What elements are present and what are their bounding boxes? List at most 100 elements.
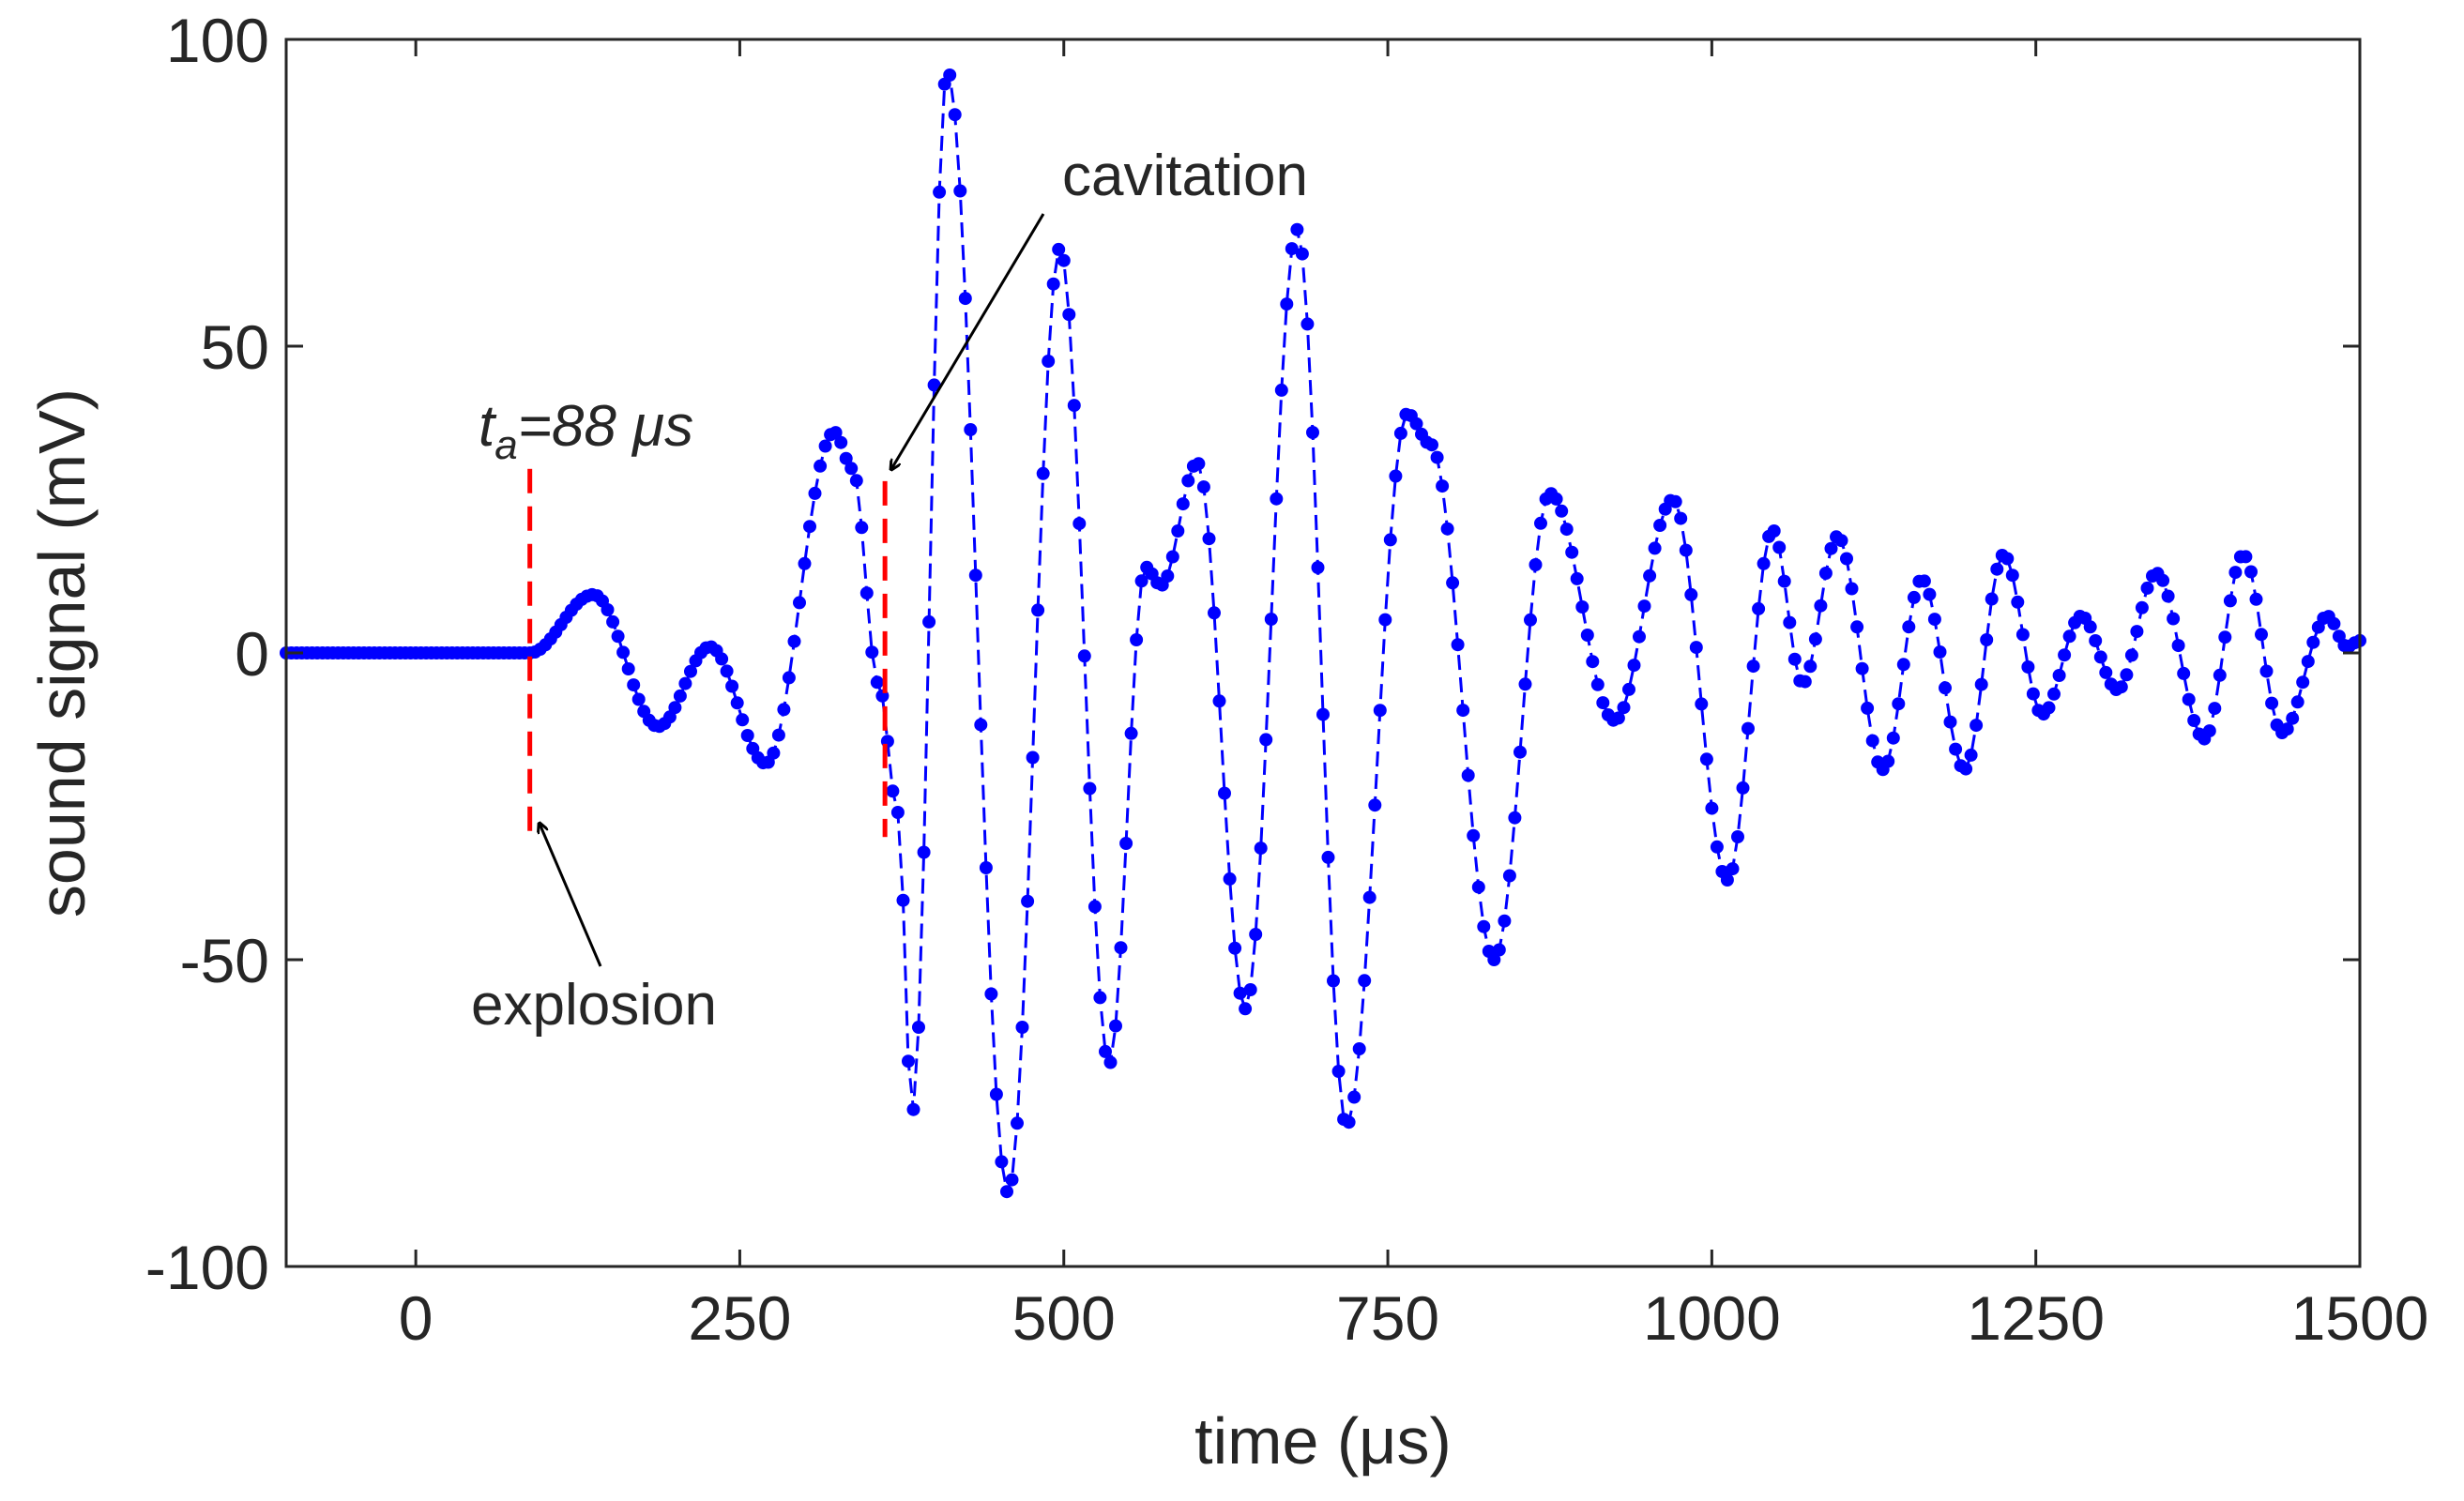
signal-point bbox=[1103, 1055, 1118, 1069]
signal-point bbox=[771, 728, 785, 742]
signal-point bbox=[2202, 724, 2216, 738]
signal-point bbox=[1555, 504, 1569, 518]
signal-point bbox=[1099, 1044, 1112, 1058]
signal-point bbox=[1327, 974, 1340, 988]
signal-point bbox=[2089, 634, 2103, 647]
signal-point bbox=[2171, 639, 2185, 653]
signal-point bbox=[1300, 317, 1315, 331]
signal-point bbox=[1259, 733, 1273, 747]
signal-point bbox=[1834, 534, 1848, 548]
signal-point bbox=[2099, 665, 2113, 679]
ta-annotation-label: ta=88 μs bbox=[479, 394, 693, 468]
signal-point bbox=[1358, 974, 1372, 988]
signal-point bbox=[912, 1021, 925, 1034]
signal-point bbox=[1477, 919, 1491, 933]
signal-point bbox=[2114, 680, 2128, 694]
signal-point bbox=[1124, 726, 1138, 740]
signal-point bbox=[684, 664, 697, 678]
x-tick-label: 1500 bbox=[2291, 1283, 2429, 1353]
signal-point bbox=[730, 696, 744, 710]
signal-point bbox=[715, 652, 729, 666]
signal-point bbox=[2177, 666, 2191, 680]
signal-point bbox=[1684, 587, 1698, 601]
signal-point bbox=[1290, 222, 1304, 236]
signal-point bbox=[1218, 786, 1231, 800]
ta-label-prefix: t bbox=[479, 394, 497, 459]
signal-point bbox=[1015, 1021, 1029, 1034]
signal-point bbox=[1861, 701, 1875, 715]
signal-point bbox=[1285, 242, 1299, 256]
x-tick-label: 500 bbox=[1012, 1283, 1116, 1353]
explosion-label: explosion bbox=[471, 973, 717, 1038]
signal-point bbox=[1772, 540, 1787, 554]
signal-point bbox=[611, 629, 625, 644]
signal-point bbox=[2208, 702, 2222, 716]
signal-point bbox=[948, 108, 962, 122]
signal-point bbox=[2286, 711, 2300, 725]
signal-point bbox=[1565, 545, 1579, 559]
signal-point bbox=[1021, 894, 1035, 908]
signal-point bbox=[1161, 569, 1175, 583]
signal-point bbox=[958, 292, 972, 306]
signal-point bbox=[1083, 781, 1097, 796]
signal-point bbox=[1818, 567, 1833, 580]
signal-point bbox=[1637, 599, 1651, 614]
signal-point bbox=[2124, 648, 2138, 662]
signal-point bbox=[2156, 573, 2170, 587]
signal-point bbox=[1508, 811, 1522, 825]
signal-point bbox=[1518, 677, 1532, 691]
signal-point bbox=[2062, 629, 2076, 644]
signal-point bbox=[1134, 574, 1148, 588]
signal-point bbox=[2135, 600, 2149, 614]
signal-point bbox=[1456, 704, 1470, 718]
signal-point bbox=[906, 1102, 920, 1116]
signal-point bbox=[989, 1087, 1003, 1101]
plot-background bbox=[286, 39, 2360, 1266]
x-tick-label: 750 bbox=[1336, 1283, 1439, 1353]
signal-point bbox=[616, 645, 631, 660]
signal-point bbox=[1777, 574, 1791, 588]
signal-point bbox=[1845, 582, 1859, 596]
tick-labels-layer: 0 250 500 750 1000 1250 1500 -100 -50 0 50 100 bbox=[145, 6, 2429, 1353]
signal-point bbox=[1192, 457, 1206, 471]
ta-label-suffix: =88 μs bbox=[518, 394, 693, 459]
signal-point bbox=[1067, 399, 1081, 413]
signal-point bbox=[1840, 552, 1853, 566]
signal-point bbox=[1233, 986, 1247, 1000]
signal-point bbox=[1202, 532, 1216, 546]
signal-point bbox=[2223, 594, 2237, 608]
signal-point bbox=[1590, 677, 1605, 691]
signal-point bbox=[984, 987, 998, 1001]
signal-point bbox=[1643, 569, 1657, 583]
signal-point bbox=[2327, 616, 2341, 630]
signal-point bbox=[1378, 613, 1392, 627]
signal-point bbox=[668, 701, 682, 715]
signal-point bbox=[1077, 649, 1091, 663]
signal-point bbox=[1990, 562, 2004, 576]
signal-point bbox=[621, 662, 635, 675]
signal-point bbox=[1440, 522, 1454, 536]
signal-point bbox=[834, 435, 848, 449]
signal-point bbox=[1886, 731, 1900, 745]
signal-point bbox=[1243, 983, 1257, 996]
signal-point bbox=[2306, 635, 2320, 649]
signal-point bbox=[1814, 599, 1828, 613]
signal-point bbox=[974, 718, 988, 732]
signal-point bbox=[2052, 669, 2066, 682]
signal-point bbox=[1611, 711, 1625, 725]
signal-point bbox=[1648, 541, 1662, 555]
signal-point bbox=[1430, 450, 1444, 464]
signal-point bbox=[1622, 682, 1635, 696]
signal-point bbox=[1570, 571, 1584, 585]
signal-point bbox=[1855, 661, 1869, 675]
signal-point bbox=[1228, 941, 1242, 955]
signal-point bbox=[1487, 953, 1501, 966]
signal-point bbox=[1042, 355, 1056, 368]
signal-point bbox=[1596, 696, 1610, 710]
signal-point bbox=[1057, 253, 1071, 267]
signal-point bbox=[1321, 850, 1335, 864]
signal-point bbox=[1964, 748, 1978, 762]
signal-point bbox=[859, 586, 874, 600]
signal-point bbox=[1342, 1115, 1356, 1130]
signal-point bbox=[902, 1054, 915, 1069]
